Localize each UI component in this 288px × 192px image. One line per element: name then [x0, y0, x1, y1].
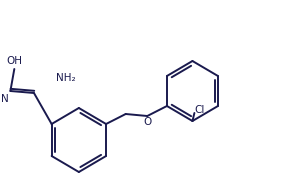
- Text: O: O: [143, 117, 151, 127]
- Text: N: N: [1, 94, 8, 104]
- Text: OH: OH: [6, 56, 22, 66]
- Text: Cl: Cl: [194, 105, 205, 115]
- Text: NH₂: NH₂: [56, 73, 75, 83]
